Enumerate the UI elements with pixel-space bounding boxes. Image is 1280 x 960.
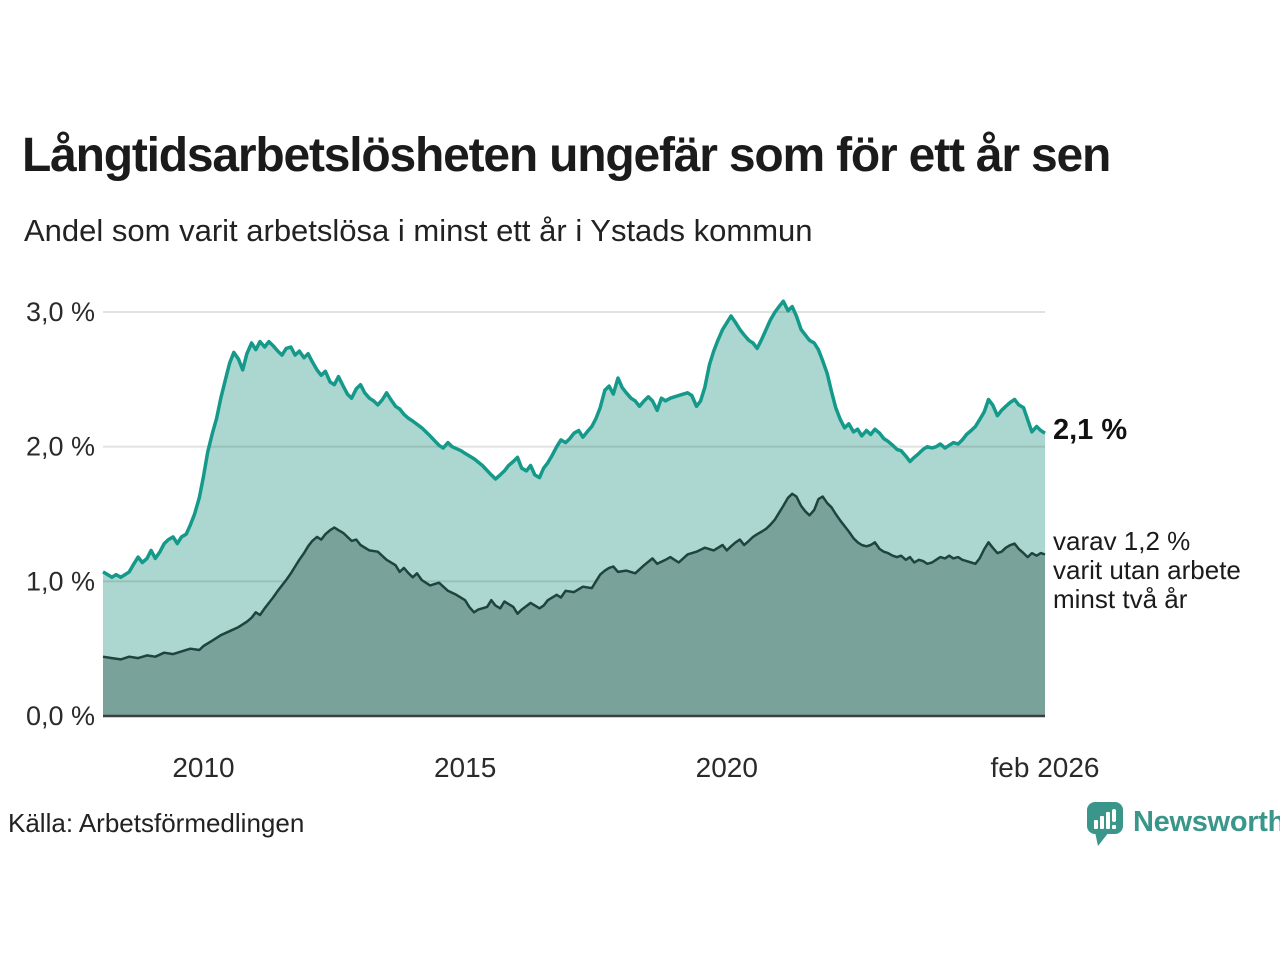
x-tick-label: feb 2026 bbox=[991, 752, 1100, 783]
page-title: Långtidsarbetslösheten ungefär som för e… bbox=[22, 129, 1111, 182]
y-tick-label: 1,0 % bbox=[26, 566, 95, 596]
area-two-years-unemployed bbox=[103, 493, 1045, 716]
x-tick-label: 2020 bbox=[696, 752, 758, 783]
y-tick-label: 3,0 % bbox=[26, 297, 95, 327]
x-axis-labels: 2010 2015 2020 feb 2026 bbox=[172, 752, 1099, 783]
page-subtitle: Andel som varit arbetslösa i minst ett å… bbox=[24, 213, 813, 248]
source-attribution: Källa: Arbetsförmedlingen bbox=[8, 808, 305, 838]
x-tick-label: 2010 bbox=[172, 752, 234, 783]
annotation-line-1: varav 1,2 % bbox=[1053, 526, 1191, 556]
newsworthy-wordmark: Newsworthy bbox=[1133, 806, 1280, 838]
annotation-line-3: minst två år bbox=[1053, 584, 1188, 614]
line-two-years-unemployed bbox=[102, 492, 1046, 661]
latest-total-annotation: 2,1 % bbox=[1053, 414, 1128, 446]
y-tick-label: 0,0 % bbox=[26, 701, 95, 731]
newsworthy-branding[interactable]: Newsworthy bbox=[1086, 800, 1280, 848]
latest-subseries-annotation: varav 1,2 % varit utan arbete minst två … bbox=[1053, 527, 1241, 614]
y-axis-labels: 0,0 % 1,0 % 2,0 % 3,0 % bbox=[26, 297, 95, 731]
y-tick-label: 2,0 % bbox=[26, 432, 95, 462]
x-tick-label: 2015 bbox=[434, 752, 496, 783]
annotation-line-2: varit utan arbete bbox=[1053, 555, 1241, 585]
newsworthy-logo-icon bbox=[1087, 802, 1123, 846]
line-total-unemployed bbox=[102, 299, 1046, 580]
